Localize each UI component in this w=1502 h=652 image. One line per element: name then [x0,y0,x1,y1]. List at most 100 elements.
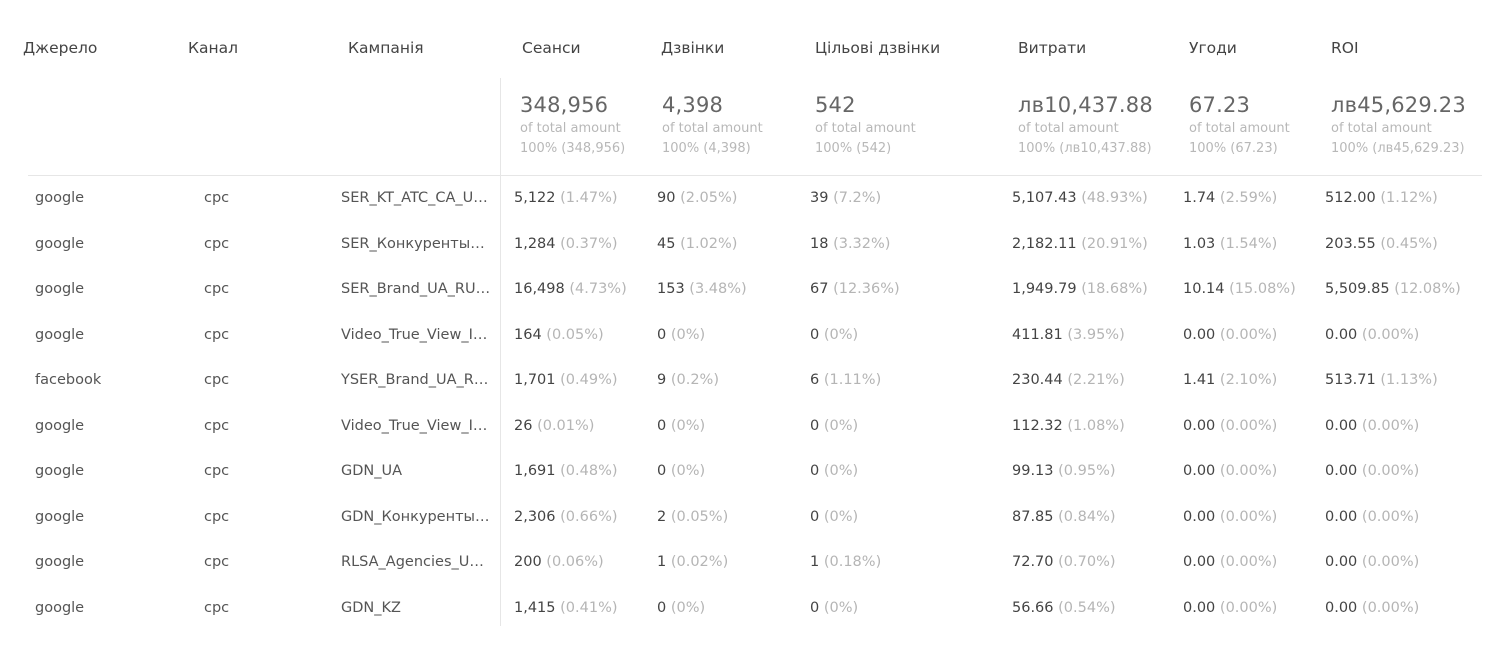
cell-channel: cpc [204,326,230,343]
cell-cost: 72.70 (0.70%) [1012,554,1116,570]
cell-channel: cpc [204,554,230,570]
cell-cost: 5,107.43 (48.93%) [1012,190,1148,206]
cell-channel: cpc [204,508,230,525]
cell-sessions: 1,701 (0.49%) [514,372,618,388]
column-header-source[interactable]: Джерело [23,39,98,57]
cell-cost: 230.44 (2.21%) [1012,372,1125,388]
table-row[interactable]: google cpc RLSA_Agencies_UA_RU 200 (0.06… [0,540,1502,585]
table-row[interactable]: google cpc Video_True_View_InDisplay 26 … [0,404,1502,449]
cell-source: google [35,190,85,206]
cell-campaign[interactable]: GDN_Конкуренты_UA [341,508,491,525]
cell-cost: 411.81 (3.95%) [1012,326,1125,343]
cell-deals: 1.74 (2.59%) [1183,190,1278,206]
cell-cost: 112.32 (1.08%) [1012,417,1125,434]
cell-campaign[interactable]: SER_Brand_UA_RU_Search [341,281,491,297]
cell-channel: cpc [204,417,230,434]
table-row[interactable]: google cpc SER_Brand_UA_RU_Search 16,498… [0,267,1502,312]
cell-calls: 0 (0%) [657,417,706,434]
total-value: 348,956 [520,93,609,117]
total-label: of total amount [1018,121,1119,136]
cell-sessions: 1,284 (0.37%) [514,235,618,252]
cell-source: facebook [35,372,102,388]
table-row[interactable]: google cpc GDN_Конкуренты_UA 2,306 (0.66… [0,495,1502,540]
cell-roi: 0.00 (0.00%) [1325,599,1420,616]
total-target-calls: 542 of total amount 100% (542) [815,91,916,159]
cell-channel: cpc [204,281,230,297]
table-row[interactable]: google cpc SER_KT_ATC_CA_UA_RU 5,122 (1.… [0,176,1502,221]
total-value: 4,398 [662,93,724,117]
cell-target-calls: 1 (0.18%) [810,554,882,570]
cell-source: google [35,599,85,616]
total-calls: 4,398 of total amount 100% (4,398) [662,91,763,159]
total-percent: 100% (348,956) [520,141,626,156]
cell-source: google [35,326,85,343]
cell-deals: 0.00 (0.00%) [1183,599,1278,616]
cell-campaign[interactable]: SER_KT_ATC_CA_UA_RU [341,190,491,206]
cell-target-calls: 0 (0%) [810,463,859,479]
table-row[interactable]: google cpc GDN_UA 1,691 (0.48%) 0 (0%) 0… [0,449,1502,494]
cell-cost: 99.13 (0.95%) [1012,463,1116,479]
cell-roi: 0.00 (0.00%) [1325,417,1420,434]
total-label: of total amount [520,121,621,136]
total-label: of total amount [1189,121,1290,136]
table-row[interactable]: google cpc Video_True_View_InStream 164 … [0,313,1502,358]
cell-sessions: 16,498 (4.73%) [514,281,627,297]
total-label: of total amount [815,121,916,136]
table-row[interactable]: google cpc SER_Конкуренты_UA_RU 1,284 (0… [0,222,1502,267]
cell-calls: 0 (0%) [657,599,706,616]
cell-calls: 90 (2.05%) [657,190,738,206]
total-deals: 67.23 of total amount 100% (67.23) [1189,91,1290,159]
cell-target-calls: 0 (0%) [810,417,859,434]
cell-sessions: 26 (0.01%) [514,417,595,434]
cell-deals: 10.14 (15.08%) [1183,281,1296,297]
cell-source: google [35,235,85,252]
cell-deals: 1.03 (1.54%) [1183,235,1278,252]
column-header-channel[interactable]: Канал [188,39,239,57]
total-label: of total amount [1331,121,1432,136]
cell-campaign[interactable]: RLSA_Agencies_UA_RU [341,554,491,570]
column-header-campaign[interactable]: Кампанія [348,39,424,57]
cell-cost: 87.85 (0.84%) [1012,508,1116,525]
table-row[interactable]: facebook cpc YSER_Brand_UA_RU_Search 1,7… [0,358,1502,403]
cell-sessions: 200 (0.06%) [514,554,604,570]
total-value: лв10,437.88 [1018,93,1153,117]
cell-deals: 0.00 (0.00%) [1183,508,1278,525]
cell-deals: 0.00 (0.00%) [1183,326,1278,343]
total-value: 67.23 [1189,93,1251,117]
cell-target-calls: 0 (0%) [810,508,859,525]
cell-campaign[interactable]: GDN_UA [341,463,403,479]
cell-deals: 0.00 (0.00%) [1183,554,1278,570]
cell-deals: 0.00 (0.00%) [1183,463,1278,479]
column-header-roi[interactable]: ROI [1331,39,1359,57]
total-percent: 100% (лв45,629.23) [1331,141,1465,156]
total-percent: 100% (4,398) [662,141,751,156]
cell-deals: 1.41 (2.10%) [1183,372,1278,388]
cell-target-calls: 18 (3.32%) [810,235,891,252]
cell-source: google [35,508,85,525]
cell-cost: 1,949.79 (18.68%) [1012,281,1148,297]
cell-campaign[interactable]: Video_True_View_InDisplay [341,417,491,434]
cell-source: google [35,417,85,434]
cell-calls: 0 (0%) [657,326,706,343]
cell-cost: 2,182.11 (20.91%) [1012,235,1148,252]
dimension-metric-divider [500,78,501,626]
column-header-cost[interactable]: Витрати [1018,39,1087,57]
column-header-deals[interactable]: Угоди [1189,39,1237,57]
cell-campaign[interactable]: YSER_Brand_UA_RU_Search [341,372,491,388]
cell-campaign[interactable]: SER_Конкуренты_UA_RU [341,235,491,252]
column-header-sessions[interactable]: Сеанси [522,39,581,57]
cell-campaign[interactable]: GDN_KZ [341,599,401,616]
cell-calls: 2 (0.05%) [657,508,729,525]
column-header-target-calls[interactable]: Цільові дзвінки [815,39,941,57]
cell-roi: 0.00 (0.00%) [1325,463,1420,479]
table-row[interactable]: google cpc GDN_KZ 1,415 (0.41%) 0 (0%) 0… [0,586,1502,631]
cell-calls: 153 (3.48%) [657,281,747,297]
cell-campaign[interactable]: Video_True_View_InStream [341,326,491,343]
cell-channel: cpc [204,235,230,252]
cell-calls: 0 (0%) [657,463,706,479]
total-percent: 100% (542) [815,141,892,156]
cell-roi: 0.00 (0.00%) [1325,326,1420,343]
cell-target-calls: 0 (0%) [810,599,859,616]
column-header-calls[interactable]: Дзвінки [661,39,725,57]
